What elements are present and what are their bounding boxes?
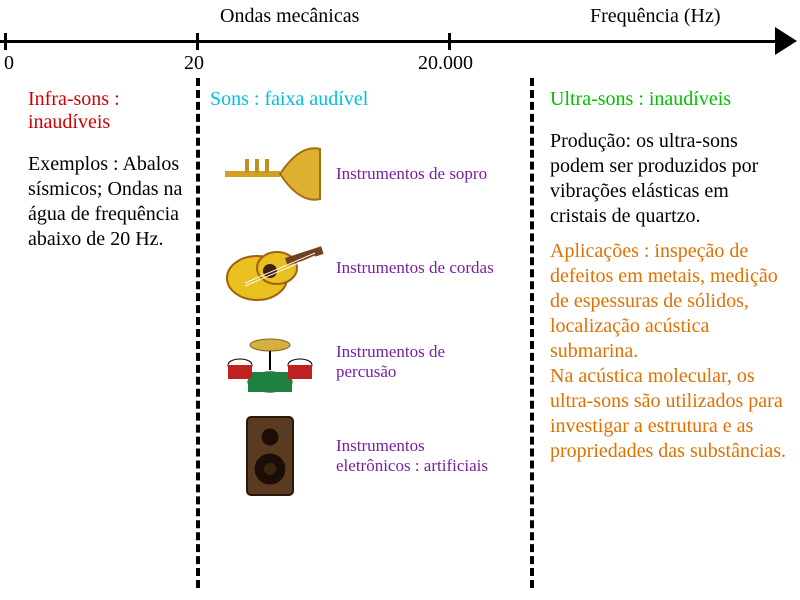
instrument-row: Instrumentos eletrônicos : artificiais (210, 411, 530, 501)
drums-icon (210, 317, 330, 407)
section-divider (530, 78, 534, 588)
ultrasound-applications: Aplicações : inspeção de defeitos em met… (550, 239, 790, 464)
axis-arrow-icon (775, 27, 797, 55)
ultrasound-header: Ultra-sons : inaudíveis (550, 88, 790, 111)
trumpet-icon (210, 129, 330, 219)
axis-tick (196, 33, 199, 50)
ultrasound-column: Ultra-sons : inaudíveis Produção: os ult… (550, 88, 790, 464)
infrasound-body: Exemplos : Abalos sísmicos; Ondas na águ… (28, 152, 188, 252)
instrument-label: Instrumentos de sopro (330, 164, 500, 184)
infrasound-column: Infra-sons : inaudíveis Exemplos : Abalo… (28, 88, 188, 252)
axis-line (0, 40, 780, 43)
axis-tick (4, 33, 7, 50)
audible-column: Sons : faixa audível Instrumentos de sop… (210, 88, 530, 505)
instrument-label: Instrumentos eletrônicos : artificiais (330, 436, 500, 476)
section-divider (196, 78, 200, 588)
speaker-icon (210, 411, 330, 501)
axis-tick-label: 0 (4, 52, 14, 75)
instrument-label: Instrumentos de percusão (330, 342, 500, 382)
axis-tick-label: 20 (184, 52, 204, 75)
axis-tick-label: 20.000 (418, 52, 473, 75)
guitar-icon (210, 223, 330, 313)
infrasound-header: Infra-sons : inaudíveis (28, 88, 188, 134)
instrument-row: Instrumentos de percusão (210, 317, 530, 407)
frequency-axis: Ondas mecânicas Frequência (Hz) 02020.00… (0, 5, 800, 65)
audible-header: Sons : faixa audível (210, 88, 530, 111)
axis-tick (448, 33, 451, 50)
ultrasound-production: Produção: os ultra-sons podem ser produz… (550, 129, 790, 229)
instrument-row: Instrumentos de sopro (210, 129, 530, 219)
instrument-row: Instrumentos de cordas (210, 223, 530, 313)
axis-title-right: Frequência (Hz) (590, 5, 721, 28)
instrument-label: Instrumentos de cordas (330, 258, 500, 278)
axis-title-left: Ondas mecânicas (220, 5, 359, 28)
